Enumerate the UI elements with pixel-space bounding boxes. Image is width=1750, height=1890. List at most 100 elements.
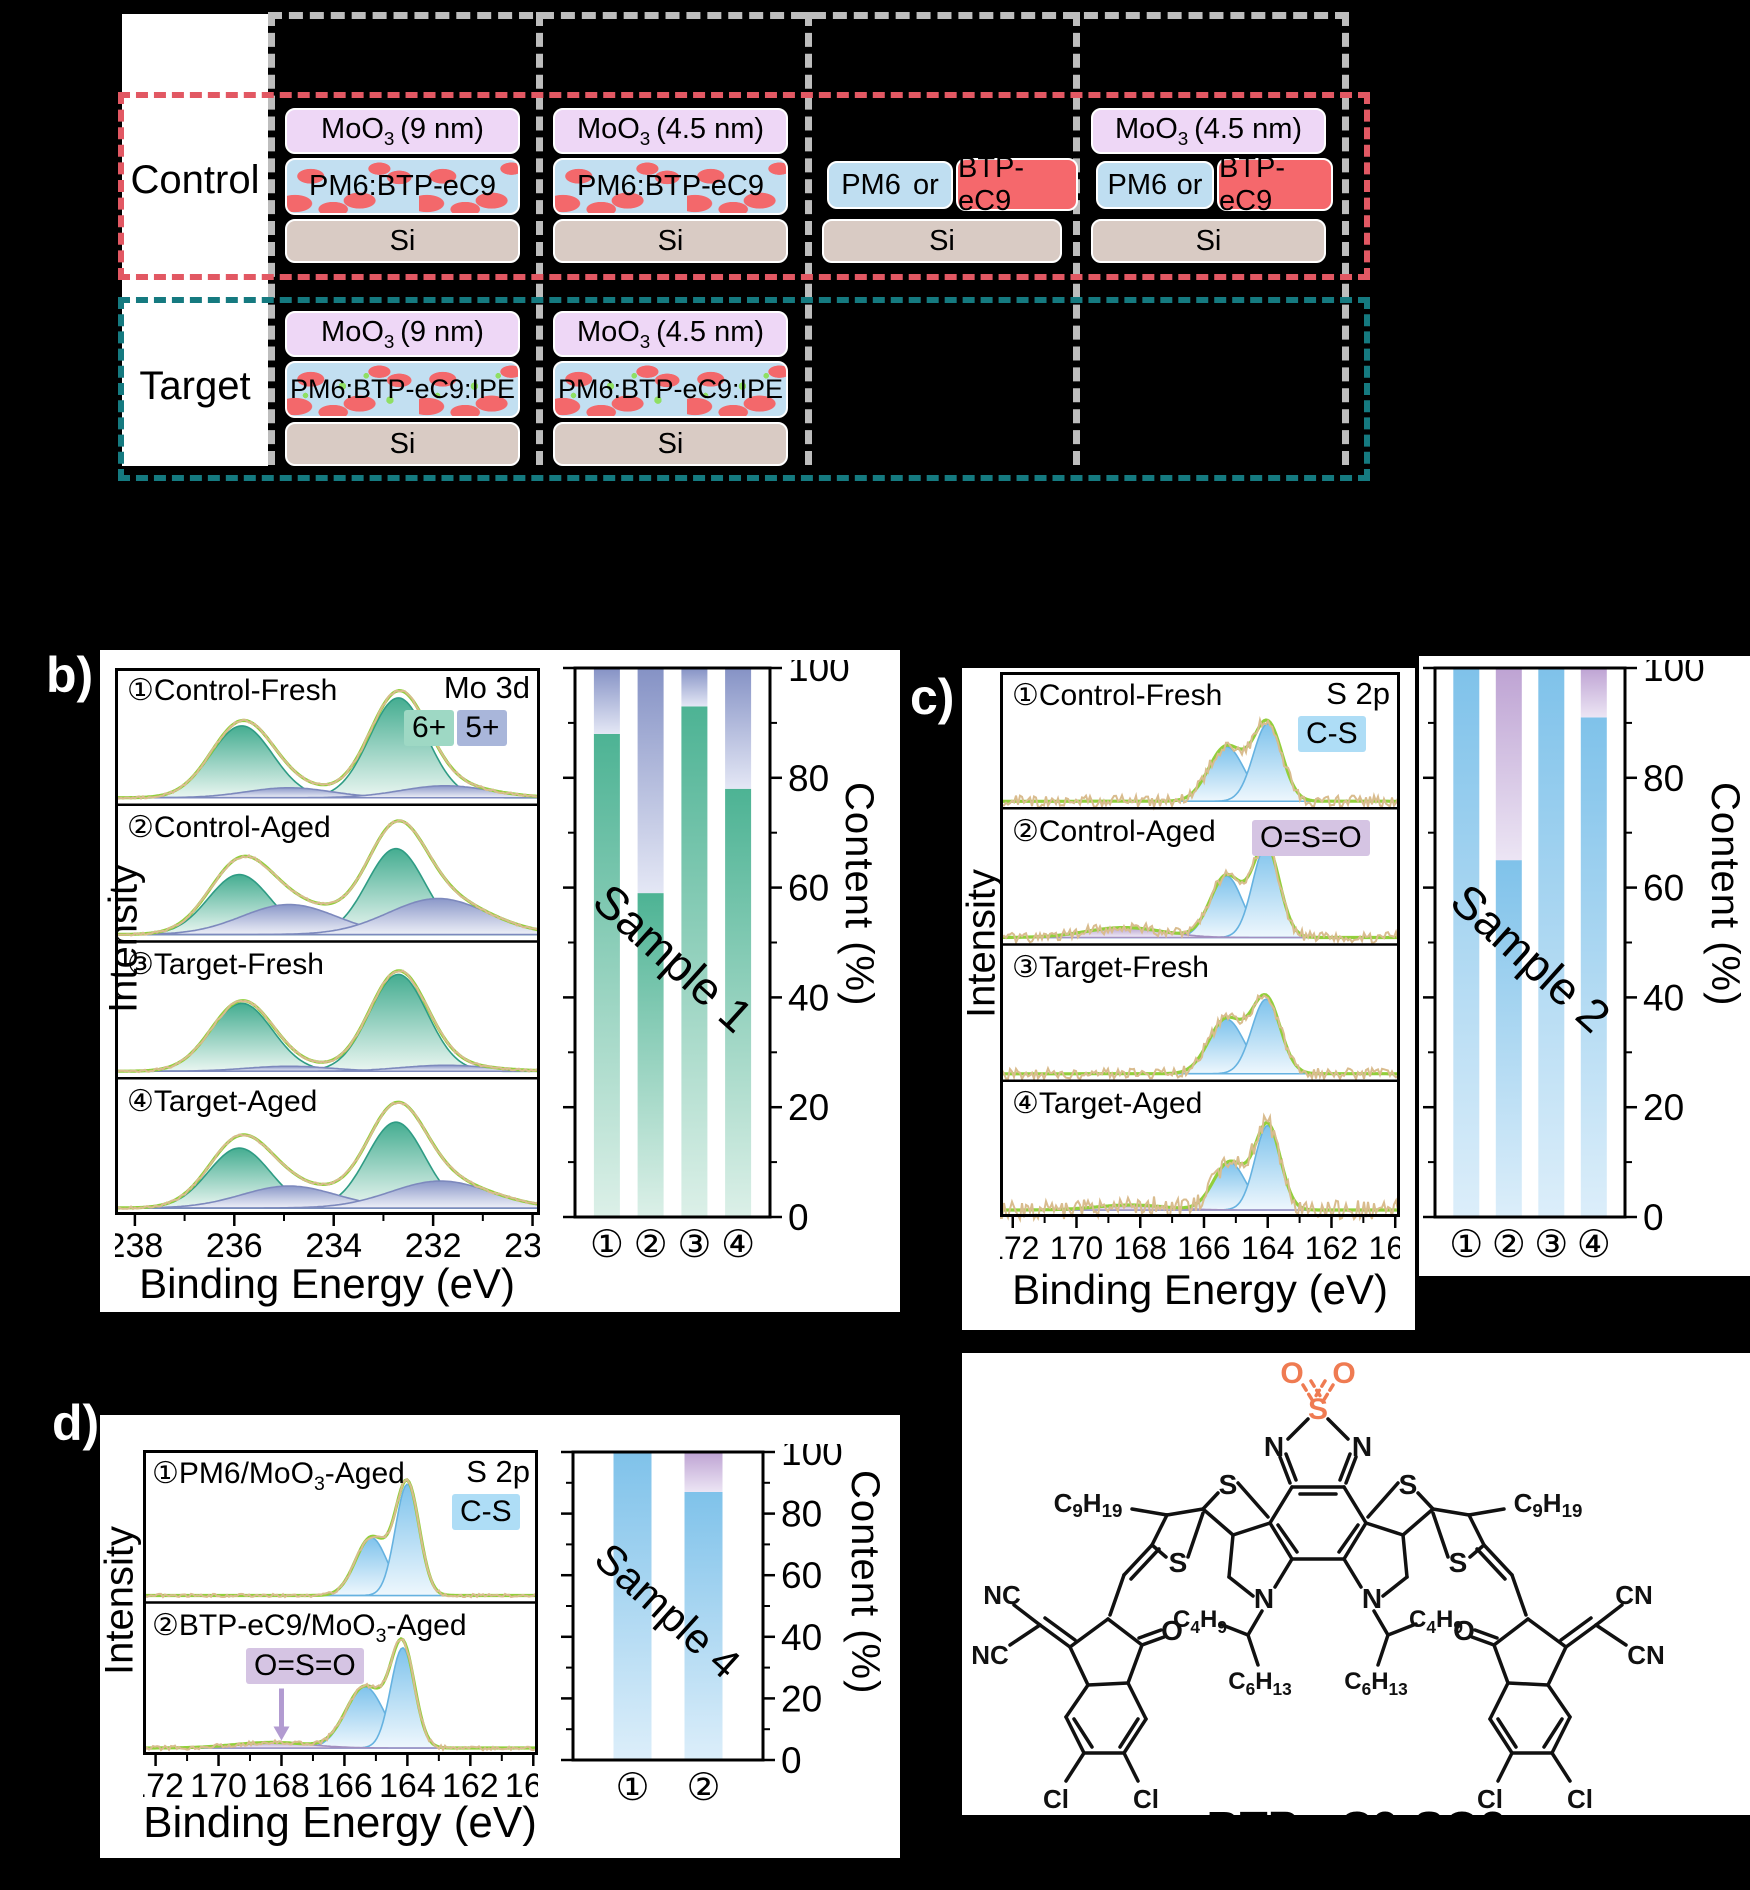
svg-text:O: O [1161, 1615, 1183, 1646]
svg-text:C6H13: C6H13 [1344, 1668, 1408, 1698]
d-content-label: Content (%) [843, 1470, 887, 1695]
stack-si-c4: Si [1091, 219, 1326, 263]
svg-text:S: S [1219, 1469, 1238, 1500]
c-curve-4-label: ④Target-Aged [1012, 1087, 1203, 1120]
d-species-label: S 2p [466, 1454, 530, 1489]
stack-si-c2: Si [553, 219, 788, 263]
svg-text:164: 164 [379, 1767, 436, 1805]
svg-text:③: ③ [1534, 1224, 1568, 1266]
molecule-name: BTP-eC9-SO2 [962, 1801, 1750, 1815]
svg-text:O: O [1280, 1357, 1303, 1390]
svg-text:162: 162 [442, 1767, 499, 1805]
cs-legend-chip: C-S [1298, 716, 1366, 752]
panel-c-letter: c) [910, 669, 955, 725]
svg-text:S: S [1399, 1469, 1418, 1500]
control-dashed-box [118, 92, 1370, 280]
c-oso-legend: O=S=O [1252, 820, 1370, 856]
stack-btp-c4: BTP-eC9 [1217, 152, 1333, 217]
d-curve-1-label: ①PM6/MoO3-Aged [152, 1457, 405, 1495]
svg-text:N: N [1254, 1583, 1274, 1614]
svg-text:20: 20 [781, 1678, 822, 1719]
stack-moo3-45nm-t2: MoO3 (4.5 nm) [553, 311, 788, 357]
schematic-row-label-box [122, 14, 268, 466]
svg-text:C4H9: C4H9 [1173, 1606, 1227, 1636]
stack-btp-c3: BTP-eC9 [956, 152, 1078, 217]
target-row-label: Target [139, 364, 251, 408]
svg-text:234: 234 [305, 1227, 362, 1265]
c-content-label: Content (%) [1703, 782, 1747, 1007]
d-xaxis-title: Binding Energy (eV) [143, 1798, 537, 1847]
svg-text:O: O [1332, 1357, 1355, 1390]
svg-text:CN: CN [1615, 1580, 1653, 1610]
stack-moo3-45nm-c4: MoO3 (4.5 nm) [1091, 108, 1326, 154]
oso-legend-chip: O=S=O [1252, 820, 1370, 856]
stack-si-c1: Si [285, 219, 520, 263]
svg-text:238: 238 [115, 1227, 163, 1265]
svg-text:③: ③ [677, 1224, 711, 1266]
stack-moo3-9nm-t1: MoO3 (9 nm) [285, 311, 520, 357]
svg-text:100: 100 [781, 1444, 843, 1473]
b-curve-2-label: ②Control-Aged [127, 811, 331, 844]
grid-vline-3 [805, 12, 812, 465]
stack-blend-c2: PM6:BTP-eC9 [553, 158, 788, 215]
svg-text:166: 166 [316, 1767, 373, 1805]
svg-text:②: ② [1492, 1224, 1526, 1266]
stack-blend-c1: PM6:BTP-eC9 [285, 158, 520, 215]
svg-text:0: 0 [781, 1740, 802, 1781]
s2p-spectra-plot: 172 170 168 166 164 162 160 [986, 672, 1422, 1272]
molecule-card: O O S N N S S C9H19 C9H19 S S N N C4H9 C4H9 C6H13 C6H13 O… [962, 1353, 1750, 1815]
stack-si-t2: Si [553, 422, 788, 466]
svg-text:Cl: Cl [1477, 1784, 1503, 1814]
svg-text:④: ④ [1577, 1224, 1611, 1266]
panel-c-ylabel: Intensity [959, 869, 1004, 1018]
stack-moo3-45nm-c2: MoO3 (4.5 nm) [553, 108, 788, 154]
c-curve-3-label: ③Target-Fresh [1012, 951, 1209, 984]
svg-text:N: N [1352, 1431, 1372, 1462]
svg-text:232: 232 [405, 1227, 462, 1265]
svg-text:60: 60 [781, 1555, 822, 1596]
stack-pm6-or-c4: PM6 or [1096, 161, 1214, 209]
svg-text:S: S [1169, 1547, 1188, 1578]
svg-text:0: 0 [1643, 1197, 1664, 1238]
c-curve-2-label: ②Control-Aged [1012, 815, 1216, 848]
svg-text:20: 20 [788, 1087, 829, 1128]
svg-text:0: 0 [788, 1197, 809, 1238]
mo5-legend-chip: 5+ [457, 710, 508, 746]
svg-text:80: 80 [1643, 758, 1684, 799]
svg-text:②: ② [634, 1224, 668, 1266]
svg-text:170: 170 [190, 1767, 247, 1805]
svg-text:C9H19: C9H19 [1054, 1488, 1123, 1521]
svg-text:S: S [1308, 1393, 1328, 1426]
b-species-label: Mo 3d [443, 670, 530, 705]
svg-text:①: ① [615, 1767, 649, 1809]
svg-text:60: 60 [1643, 868, 1684, 909]
svg-text:162: 162 [1305, 1230, 1358, 1266]
c-species-label: S 2p [1326, 676, 1390, 711]
svg-text:CN: CN [1627, 1640, 1665, 1670]
stack-pm6-or-c3: PM6 or [827, 161, 953, 209]
grid-vline-2 [536, 12, 543, 465]
svg-text:NC: NC [983, 1580, 1021, 1610]
grid-vline-4 [1073, 12, 1080, 465]
svg-text:Cl: Cl [1567, 1784, 1593, 1814]
svg-text:Sample 4: Sample 4 [586, 1534, 749, 1688]
b-xaxis-title: Binding Energy (eV) [139, 1260, 515, 1307]
stack-si-t1: Si [285, 422, 520, 466]
sample2-bar-chart: ① ② ③ ④ 100 80 60 40 20 0 Sample 2 [1421, 648, 1750, 1281]
target-dashed-box [118, 297, 1370, 481]
svg-text:100: 100 [788, 660, 850, 689]
d-oso-legend: O=S=O [246, 1648, 364, 1684]
svg-text:Cl: Cl [1043, 1784, 1069, 1814]
svg-text:40: 40 [788, 977, 829, 1018]
b-curve-4-label: ④Target-Aged [127, 1085, 318, 1118]
grid-vline-5 [1342, 12, 1349, 465]
svg-text:O: O [1453, 1615, 1475, 1646]
stack-moo3-9nm-c1: MoO3 (9 nm) [285, 108, 520, 154]
d-curve-2-label: ②BTP-eC9/MoO3-Aged [152, 1609, 467, 1647]
svg-text:160: 160 [1369, 1230, 1400, 1266]
d-cs-legend: C-S [452, 1494, 520, 1530]
svg-text:①: ① [1449, 1224, 1483, 1266]
svg-text:Cl: Cl [1133, 1784, 1159, 1814]
btp-molecule-structure: O O S N N S S C9H19 C9H19 S S N N C4H9 C4H9 C6H13 C6H13 O… [962, 1353, 1750, 1815]
